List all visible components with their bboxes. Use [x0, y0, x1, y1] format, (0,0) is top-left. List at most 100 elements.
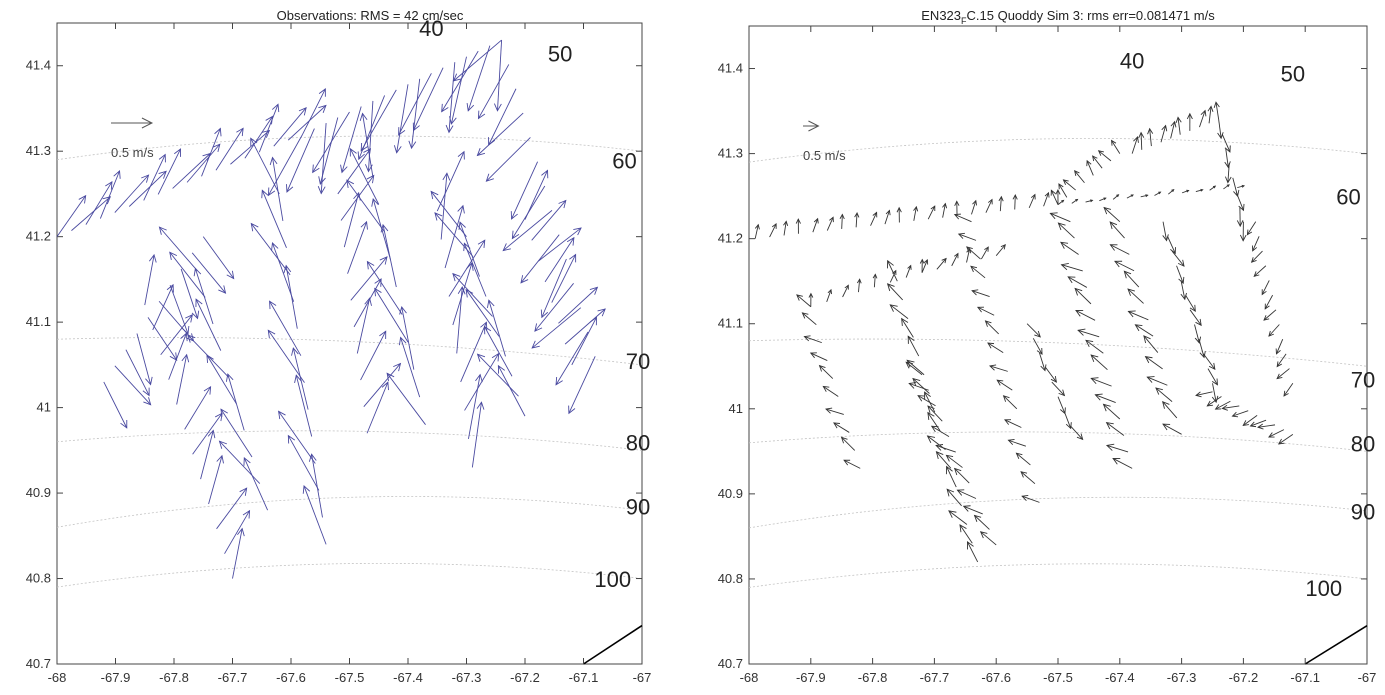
y-tick-label: 40.8: [718, 571, 743, 586]
velocity-arrow: [1111, 139, 1121, 154]
velocity-arrow-head: [1065, 422, 1072, 430]
velocity-arrow: [801, 312, 817, 326]
velocity-arrow-shaft: [250, 223, 291, 276]
velocity-arrow-shaft: [1095, 394, 1116, 403]
velocity-arrow-shaft: [1092, 155, 1103, 169]
velocity-arrow-head: [946, 488, 955, 497]
velocity-arrow-head: [1263, 315, 1270, 321]
velocity-arrow-shaft: [1043, 192, 1049, 207]
velocity-arrow-head: [180, 332, 188, 342]
velocity-arrow-shaft: [436, 151, 465, 212]
velocity-arrow: [1060, 262, 1083, 272]
velocity-arrow: [317, 123, 327, 195]
velocity-arrow-head: [458, 221, 466, 230]
plot-frame: [748, 25, 1368, 665]
isobath-line-1: [748, 338, 1368, 367]
velocity-arrow-head: [357, 151, 365, 161]
velocity-arrow-head: [1275, 348, 1281, 355]
velocity-arrow-shaft: [224, 510, 250, 554]
velocity-arrow: [555, 331, 589, 386]
isobath-line-3: [56, 496, 643, 528]
velocity-arrow-head: [795, 218, 801, 224]
velocity-arrow-head: [1044, 191, 1050, 198]
velocity-arrow-head: [935, 451, 944, 460]
velocity-arrow: [1057, 396, 1066, 415]
velocity-arrow-shaft: [843, 459, 861, 469]
velocity-arrow-shaft: [1276, 353, 1287, 367]
velocity-arrow-shaft: [1106, 445, 1129, 453]
velocity-arrow-head: [905, 361, 913, 369]
velocity-arrow: [466, 45, 491, 112]
velocity-arrow-head: [386, 372, 395, 382]
velocity-arrow: [996, 379, 1013, 391]
velocity-arrow-shaft: [1058, 183, 1068, 198]
velocity-arrow: [812, 217, 819, 233]
velocity-arrow-shaft: [531, 200, 567, 241]
velocity-arrow: [1199, 109, 1207, 128]
velocity-arrow-head: [1145, 194, 1149, 198]
velocity-arrow: [966, 541, 979, 563]
velocity-arrow: [935, 451, 952, 469]
velocity-arrow-head: [452, 272, 461, 282]
velocity-arrow-shaft: [912, 378, 930, 394]
velocity-arrow: [1112, 194, 1120, 200]
velocity-arrow-head: [476, 148, 486, 157]
velocity-arrow: [143, 153, 166, 201]
velocity-arrow-head: [1114, 260, 1123, 268]
velocity-arrow-shaft: [471, 402, 482, 468]
velocity-arrow-shaft: [312, 111, 350, 173]
velocity-arrow-shaft: [477, 112, 524, 156]
velocity-arrow: [843, 459, 861, 469]
velocity-arrow-head: [827, 288, 832, 295]
velocity-arrow-head: [308, 453, 317, 462]
velocity-arrow: [85, 180, 113, 225]
velocity-arrow-head: [466, 102, 475, 112]
scale-arrow: [803, 120, 820, 132]
velocity-arrow: [157, 148, 182, 195]
velocity-arrow: [1211, 383, 1219, 404]
velocity-arrow: [1283, 383, 1294, 397]
velocity-arrow: [125, 349, 150, 397]
y-tick-label: 41.4: [718, 61, 743, 76]
x-tick-label: -67.7: [920, 670, 950, 685]
velocity-arrow-head: [278, 410, 286, 420]
velocity-arrow: [458, 221, 480, 277]
velocity-arrow-head: [497, 364, 506, 374]
velocity-arrow-head: [379, 330, 387, 340]
velocity-arrow-shaft: [1128, 311, 1149, 321]
velocity-arrow-shaft: [1074, 288, 1092, 305]
velocity-arrow: [901, 317, 914, 338]
velocity-arrow: [465, 288, 500, 337]
x-tick-label: -67.3: [452, 670, 482, 685]
velocity-arrow-head: [174, 148, 182, 157]
velocity-arrow-head: [801, 312, 809, 319]
velocity-arrow-head: [1007, 438, 1015, 445]
velocity-arrow-head: [979, 531, 988, 539]
velocity-arrow: [1026, 323, 1041, 338]
velocity-arrow-shaft: [520, 234, 560, 284]
velocity-arrow-head: [318, 104, 327, 113]
velocity-arrow-shaft: [1110, 244, 1130, 255]
velocity-arrow-head: [1161, 124, 1168, 132]
x-tick-label: -67.1: [1290, 670, 1320, 685]
velocity-arrow-head: [269, 156, 278, 166]
velocity-arrow-shaft: [258, 104, 279, 153]
velocity-arrow-shaft: [497, 40, 503, 111]
velocity-arrow-head: [1277, 438, 1285, 445]
velocity-arrow-shaft: [889, 270, 897, 283]
velocity-arrow-shaft: [160, 314, 193, 356]
velocity-arrow: [1277, 433, 1294, 445]
velocity-arrow-shaft: [147, 317, 178, 361]
velocity-arrow-head: [318, 176, 326, 185]
velocity-arrow-shaft: [931, 425, 950, 438]
velocity-arrow: [538, 227, 582, 262]
velocity-arrow-head: [1058, 389, 1066, 397]
velocity-arrow: [826, 288, 832, 303]
velocity-arrow-head: [1236, 220, 1244, 228]
velocity-arrow-shaft: [169, 284, 189, 334]
velocity-arrow: [343, 191, 361, 248]
velocity-arrow-shaft: [440, 173, 448, 240]
scale-arrow-label: 0.5 m/s: [803, 148, 846, 163]
velocity-arrow: [568, 356, 596, 415]
velocity-arrow-head: [1175, 116, 1182, 124]
